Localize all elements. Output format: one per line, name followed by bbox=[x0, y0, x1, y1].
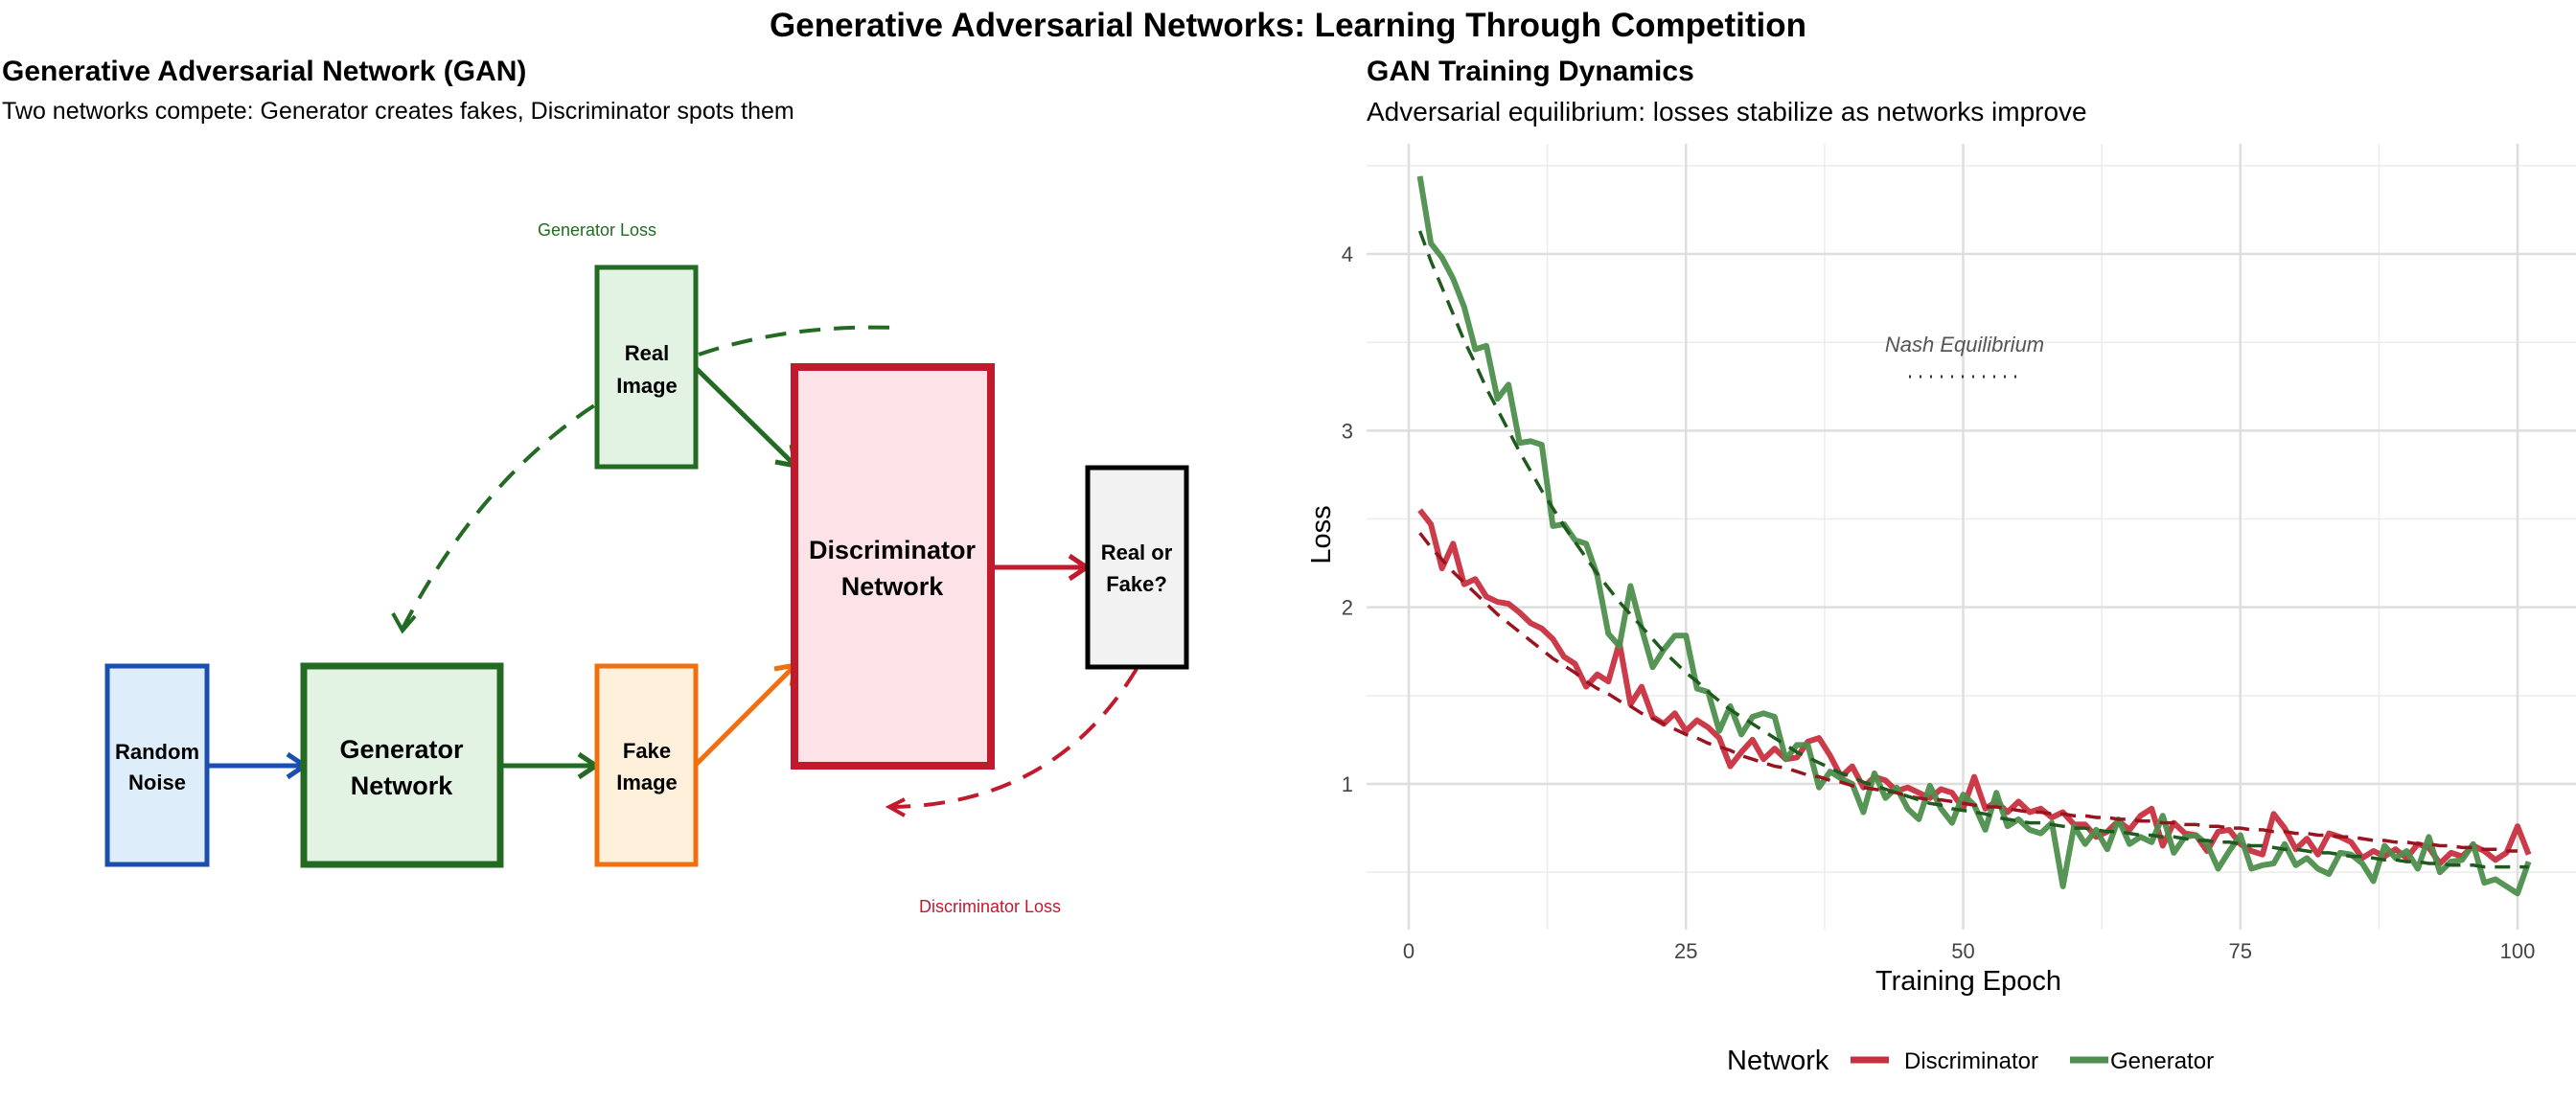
y-axis-ticks: 1 2 3 4 bbox=[1342, 242, 1353, 796]
node-real-image-line1: Real bbox=[625, 341, 669, 365]
node-discriminator-line2: Network bbox=[841, 572, 945, 601]
arrow-discriminator-to-output bbox=[991, 553, 1092, 582]
node-real-image-line2: Image bbox=[616, 374, 678, 398]
trend-line-generator bbox=[1417, 230, 2529, 869]
diagram-subtitle: Two networks compete: Generator creates … bbox=[2, 98, 794, 125]
chart-subtitle: Adversarial equilibrium: losses stabiliz… bbox=[1367, 97, 2087, 126]
node-random-noise-line1: Random bbox=[115, 740, 199, 764]
x-axis-title: Training Epoch bbox=[1875, 966, 2061, 997]
node-fake-image: Fake Image bbox=[594, 663, 699, 867]
series-line-generator bbox=[1416, 175, 2532, 897]
node-random-noise-line2: Noise bbox=[128, 770, 186, 794]
node-output-line2: Fake? bbox=[1106, 572, 1167, 596]
node-output-line1: Real or bbox=[1101, 540, 1173, 564]
arrow-generator-to-fake bbox=[500, 751, 601, 780]
node-random-noise: Random Noise bbox=[104, 663, 210, 867]
y-axis-title: Loss bbox=[1306, 505, 1337, 564]
node-real-or-fake-output: Real or Fake? bbox=[1085, 465, 1189, 670]
diagram-title: Generative Adversarial Network (GAN) bbox=[2, 56, 526, 87]
node-generator-network: Generator Network bbox=[300, 662, 504, 868]
node-generator-line1: Generator bbox=[339, 735, 464, 764]
figure-title: Generative Adversarial Networks: Learnin… bbox=[770, 7, 1806, 44]
training-chart: GAN Training Dynamics Adversarial equili… bbox=[1306, 56, 2576, 1076]
chart-title: GAN Training Dynamics bbox=[1367, 56, 1694, 87]
chart-series bbox=[1416, 175, 2532, 897]
legend-label-discriminator: Discriminator bbox=[1904, 1048, 2038, 1074]
x-tick-label: 75 bbox=[2229, 939, 2252, 963]
discriminator-loss-arrowhead bbox=[885, 797, 906, 817]
y-tick-label: 4 bbox=[1342, 242, 1353, 266]
arrow-noise-to-generator bbox=[207, 751, 310, 780]
node-real-image: Real Image bbox=[594, 264, 699, 470]
discriminator-loss-arc bbox=[890, 667, 1138, 809]
generator-loss-arrowhead bbox=[391, 612, 417, 634]
x-tick-label: 25 bbox=[1674, 939, 1697, 963]
x-tick-label: 50 bbox=[1951, 939, 1974, 963]
node-discriminator-network: Discriminator Network bbox=[791, 363, 995, 770]
chart-grid bbox=[1367, 144, 2576, 930]
node-discriminator-line1: Discriminator bbox=[809, 536, 977, 564]
legend-title: Network bbox=[1727, 1046, 1829, 1076]
trend-line-discriminator bbox=[1418, 532, 2518, 853]
x-tick-label: 0 bbox=[1403, 939, 1414, 963]
arrow-real-to-discriminator bbox=[694, 366, 799, 470]
node-generator-line2: Network bbox=[351, 771, 454, 800]
chart-legend: Network Discriminator Generator bbox=[1727, 1046, 2214, 1076]
node-fake-image-line1: Fake bbox=[623, 739, 671, 763]
y-tick-label: 2 bbox=[1342, 596, 1353, 620]
y-tick-label: 3 bbox=[1342, 419, 1353, 443]
legend-label-generator: Generator bbox=[2110, 1048, 2214, 1074]
arrow-fake-to-discriminator bbox=[694, 661, 799, 767]
node-fake-image-line2: Image bbox=[616, 770, 678, 794]
discriminator-loss-label: Discriminator Loss bbox=[919, 897, 1061, 916]
nash-equilibrium-label: Nash Equilibrium bbox=[1885, 333, 2044, 356]
x-tick-label: 100 bbox=[2500, 939, 2536, 963]
series-line-discriminator bbox=[1417, 508, 2532, 866]
y-tick-label: 1 bbox=[1342, 772, 1353, 796]
x-axis-ticks: 0 25 50 75 100 bbox=[1403, 939, 2535, 963]
generator-loss-label: Generator Loss bbox=[538, 220, 656, 240]
gan-diagram: Generative Adversarial Network (GAN) Two… bbox=[2, 56, 1189, 916]
